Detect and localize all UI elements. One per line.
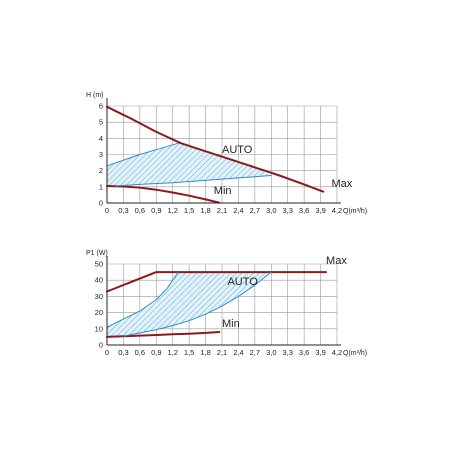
x-tick-label: 3,9 [315,348,325,357]
x-tick-label: 1,5 [184,348,194,357]
x-axis-label: Q(m³/h) [343,208,367,215]
y-tick-label: 1 [99,182,103,191]
curve-auto [106,142,179,167]
curve-max [106,271,327,293]
head-chart: 0 0,3 0,6 0,9 1,2 1,5 1,8 2,1 2,4 2,7 3,0 3,3 3,6 3,9… [86,92,367,215]
x-tick-label: 1,2 [167,206,177,215]
curve-label-min: Min [214,185,232,197]
power-chart: 0 0,3 0,6 0,9 1,2 1,5 1,8 2,1 2,4 2,7 3,0 3,3 3,6 3,9… [86,250,367,357]
x-tick-label: 2,7 [250,348,260,357]
x-tick-label: 0 [105,206,109,215]
x-tick-label: 3,0 [266,206,276,215]
y-tick-label: 20 [95,308,103,317]
curve-auto-lower [114,175,272,187]
curve-max [106,105,325,193]
y-axis-label: H (m) [86,92,104,99]
x-tick-label: 2,7 [250,206,260,215]
x-tick-label: 3,3 [282,206,292,215]
x-tick-label: 1,8 [200,206,210,215]
curve-label-max: Max [326,255,347,267]
y-tick-label: 3 [99,150,103,159]
y-tick-label: 0 [99,341,103,350]
x-tick-label: 2,4 [233,206,243,215]
curve-label-min: Min [222,318,240,330]
x-tick-label: 3,6 [299,348,309,357]
y-tick-label: 30 [95,292,103,301]
auto-region-hatch [107,272,272,337]
x-axis-label: Q(m³/h) [343,350,367,357]
x-tick-label: 4,2 [332,206,342,215]
y-tick-label: 2 [99,166,103,175]
x-tick-label: 3,0 [266,348,276,357]
curve-min [106,331,221,338]
curve-label-max: Max [332,178,353,190]
x-tick-label: 0 [105,348,109,357]
x-tick-label: 0,3 [118,206,128,215]
x-tick-label: 2,1 [217,348,227,357]
curve-min [106,185,221,204]
x-tick-label: 1,8 [200,348,210,357]
y-tick-label: 6 [99,102,103,111]
y-tick-label: 5 [99,118,103,127]
x-tick-label: 3,9 [315,206,325,215]
x-tick-label: 1,5 [184,206,194,215]
y-axis-label: P1 (W) [86,250,108,257]
x-tick-label: 4,2 [332,348,342,357]
y-tick-label: 4 [99,134,103,143]
y-tick-label: 10 [95,324,103,333]
x-tick-label: 0,3 [118,348,128,357]
y-tick-label: 50 [95,260,103,269]
curve-label-auto: AUTO [222,144,253,156]
x-tick-label: 0,9 [151,206,161,215]
x-tick-label: 0,9 [151,348,161,357]
auto-region-hatch [107,143,272,186]
y-tick-label: 40 [95,276,103,285]
curve-auto [106,271,179,328]
x-tick-label: 3,3 [282,348,292,357]
x-tick-label: 2,4 [233,348,243,357]
x-tick-label: 0,6 [135,206,145,215]
x-tick-label: 1,2 [167,348,177,357]
x-tick-label: 3,6 [299,206,309,215]
curve-label-auto: AUTO [227,276,258,288]
curve-auto-lower [122,271,272,337]
x-tick-label: 0,6 [135,348,145,357]
y-tick-label: 0 [99,199,103,208]
x-tick-label: 2,1 [217,206,227,215]
